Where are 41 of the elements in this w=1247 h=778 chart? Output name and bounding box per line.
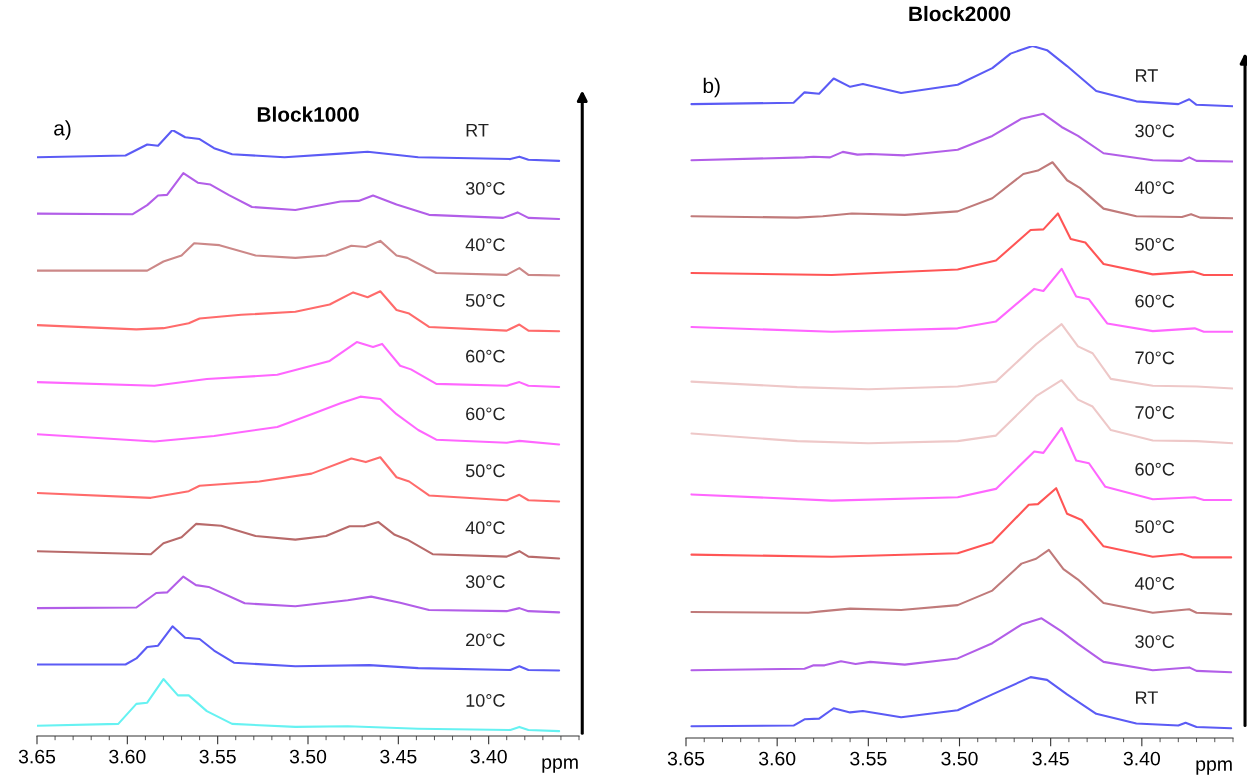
x-tick-label: 3.55	[199, 749, 236, 764]
x-tick-label: 3.60	[758, 751, 796, 766]
series-label: 30°C	[465, 575, 505, 589]
x-axis-title: ppm	[1196, 760, 1232, 775]
x-tick-label: 3.45	[380, 749, 417, 764]
x-tick-label: 3.50	[941, 751, 978, 766]
chart-title: Block1000	[257, 106, 359, 122]
x-tick-label: 3.50	[289, 749, 327, 764]
x-tick-label: 3.40	[470, 749, 507, 764]
x-tick-label: 3.65	[18, 749, 56, 764]
annotation: a)	[54, 120, 71, 140]
series-label: 60°C	[1135, 462, 1175, 476]
series-label: 30°C	[1135, 635, 1175, 648]
x-tick-label: 3.60	[109, 749, 146, 764]
series-label: 70°C	[1135, 351, 1175, 365]
series-label: 30°C	[1135, 124, 1175, 138]
series-label: 50°C	[465, 294, 505, 307]
series-label: 40°C	[1134, 181, 1175, 194]
series-label: RT	[1136, 691, 1158, 704]
x-tick-label: 3.65	[667, 751, 705, 766]
series-label: RT	[466, 123, 489, 137]
x-axis-title: ppm	[542, 758, 578, 773]
series-label: RT	[1136, 69, 1158, 82]
series-label: 60°C	[1135, 294, 1175, 308]
series-label: 40°C	[465, 521, 505, 535]
series-label: 30°C	[465, 181, 505, 195]
series-label: 40°C	[465, 238, 505, 252]
series-label: 50°C	[465, 464, 505, 478]
series-label: 50°C	[1135, 520, 1175, 534]
series-label: 70°C	[1135, 406, 1175, 419]
chart-title: Block2000	[909, 5, 1011, 22]
series-label: 50°C	[1135, 237, 1175, 251]
series-label: 10°C	[466, 694, 505, 707]
series-label: 60°C	[466, 349, 505, 363]
series-label: 40°C	[1134, 577, 1175, 590]
x-tick-label: 3.40	[1123, 751, 1160, 766]
series-label: 60°C	[466, 407, 505, 421]
series-label: 20°C	[466, 633, 505, 647]
x-tick-label: 3.45	[1032, 751, 1069, 766]
annotation: b)	[703, 77, 720, 98]
x-tick-label: 3.55	[850, 751, 887, 766]
